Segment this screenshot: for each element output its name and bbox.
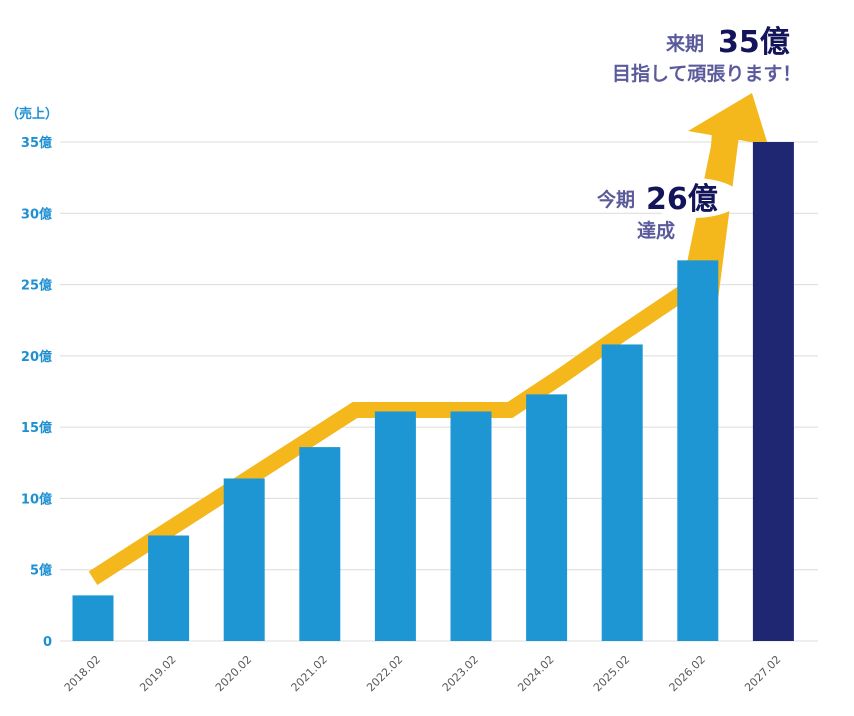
callout-next-suffix: 目指して頑張ります！	[612, 63, 801, 85]
callout-current-prefix: 今期	[596, 188, 635, 211]
y-tick-label: 20億	[21, 349, 52, 365]
y-tick-label: 10億	[21, 491, 52, 507]
y-tick-label: 15億	[21, 420, 52, 436]
bars	[72, 142, 794, 641]
bar-2024.02	[526, 394, 568, 641]
x-tick-label: 2019.02	[137, 653, 178, 694]
x-tick-label: 2025.02	[591, 653, 632, 694]
trend-arrow	[88, 93, 768, 585]
x-tick-label: 2026.02	[667, 653, 708, 694]
x-tick-label: 2024.02	[515, 653, 556, 694]
y-tick-label: 30億	[21, 206, 52, 222]
bar-2020.02	[223, 478, 265, 641]
x-tick-label: 2018.02	[62, 653, 103, 694]
x-tick-label: 2021.02	[289, 653, 330, 694]
y-axis-ticks: 0 5億 10億 15億 20億 25億 30億 35億	[21, 135, 52, 650]
y-tick-label: 25億	[21, 278, 52, 294]
bar-2019.02	[148, 535, 190, 641]
x-tick-label: 2027.02	[742, 653, 783, 694]
x-tick-label: 2023.02	[440, 653, 481, 694]
callout-current: 今期 26億 達成	[596, 178, 741, 242]
y-tick-label: 0	[43, 635, 52, 650]
bar-2018.02	[72, 595, 114, 641]
bar-2026.02	[677, 260, 719, 641]
bar-2022.02	[374, 411, 416, 641]
bar-2025.02	[601, 344, 643, 641]
x-tick-label: 2020.02	[213, 653, 254, 694]
x-axis-ticks: 2018.02 2019.02 2020.02 2021.02 2022.02 2023.…	[62, 653, 784, 694]
y-tick-label: 5億	[30, 563, 52, 579]
bar-2021.02	[299, 447, 341, 641]
callout-current-suffix: 達成	[637, 219, 675, 242]
callout-next: 来期 35億 目指して頑張ります！	[612, 25, 801, 85]
trend-arrow-head	[688, 93, 768, 145]
callout-next-prefix: 来期	[666, 33, 704, 55]
y-tick-label: 35億	[21, 135, 52, 151]
x-tick-label: 2022.02	[364, 653, 405, 694]
y-axis-unit-label: （売上）	[6, 106, 58, 122]
bar-2023.02	[450, 411, 492, 641]
callout-current-value: 26億	[646, 182, 718, 217]
callout-next-value: 35億	[718, 25, 790, 60]
bar-2027.02	[752, 142, 794, 641]
callout-current-bg	[645, 178, 741, 218]
